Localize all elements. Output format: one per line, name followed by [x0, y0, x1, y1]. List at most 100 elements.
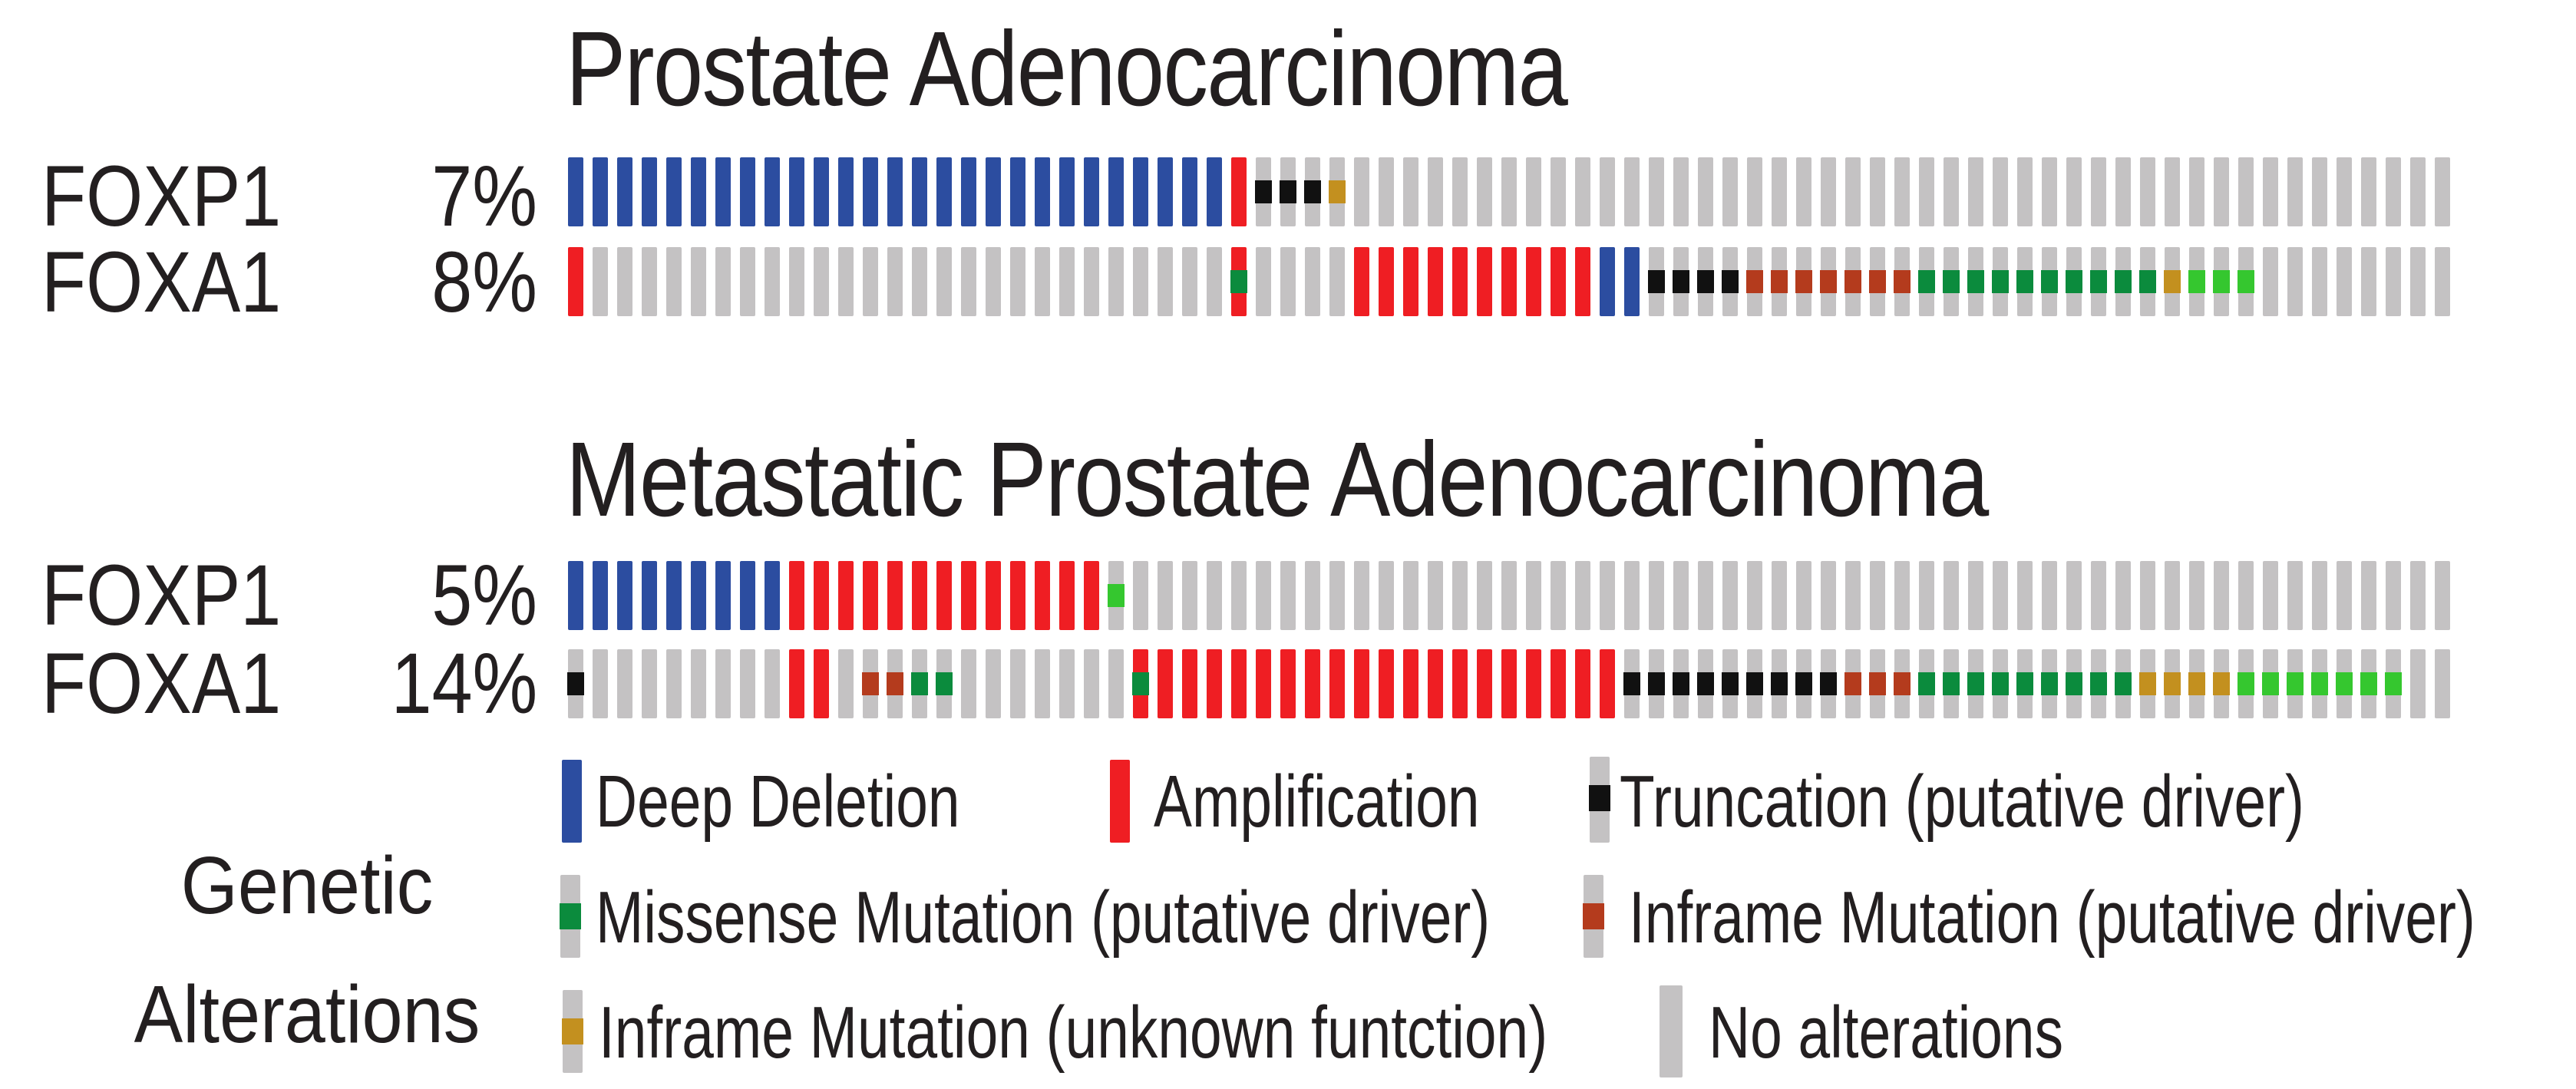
alteration-bar	[2164, 649, 2181, 718]
alteration-bar	[1501, 561, 1517, 630]
mutation-tick	[1583, 903, 1604, 929]
alteration-bar	[2287, 649, 2304, 718]
alteration-bar	[1968, 157, 1983, 226]
alteration-bar	[1084, 247, 1099, 316]
alteration-bar	[765, 649, 780, 718]
alteration-bar	[1452, 649, 1468, 718]
alteration-bar	[1329, 247, 1345, 316]
alteration-bar	[642, 649, 657, 718]
alteration-bar	[2337, 561, 2352, 630]
alteration-bar	[1035, 157, 1050, 226]
alteration-bar	[1575, 649, 1590, 718]
alteration-bar	[1943, 247, 1960, 316]
alteration-bar	[1010, 157, 1025, 226]
mutation-tick	[2066, 672, 2082, 695]
alteration-bar	[2435, 649, 2450, 718]
alteration-bar	[2337, 247, 2352, 316]
alteration-bar	[2263, 157, 2278, 226]
alteration-bar	[863, 157, 878, 226]
alteration-bar	[1772, 561, 1787, 630]
section-title-prostate: Prostate Adenocarcinoma	[566, 10, 1568, 128]
alteration-bar	[740, 157, 755, 226]
alteration-bar	[1943, 649, 1960, 718]
alteration-bar	[1844, 247, 1861, 316]
alteration-bar	[2016, 247, 2033, 316]
alteration-bar	[1428, 561, 1443, 630]
alteration-bar	[1845, 157, 1861, 226]
mutation-tick	[887, 672, 903, 695]
alteration-bar	[1182, 247, 1197, 316]
alteration-bar	[2041, 649, 2058, 718]
alteration-bar	[814, 649, 829, 718]
alteration-bar	[2188, 649, 2205, 718]
alteration-bar	[1452, 247, 1468, 316]
alteration-bar	[814, 157, 829, 226]
mutation-tick	[1255, 180, 1272, 203]
alteration-bar	[1771, 247, 1788, 316]
alteration-bar	[2410, 157, 2426, 226]
alteration-bar	[740, 649, 755, 718]
alteration-bar	[838, 561, 854, 630]
alteration-bar	[1158, 247, 1173, 316]
alteration-bar	[2189, 561, 2204, 630]
alteration-bar	[1820, 649, 1837, 718]
alteration-bar	[1624, 561, 1640, 630]
alteration-bar	[1821, 561, 1836, 630]
alteration-bar	[936, 649, 953, 718]
alteration-bar	[2360, 649, 2377, 718]
alteration-bar	[1158, 157, 1173, 226]
alteration-bar	[936, 247, 952, 316]
gene-label-foxp1-metastatic: FOXP1	[41, 547, 282, 643]
alteration-bar	[593, 561, 608, 630]
section-title-metastatic: Metastatic Prostate Adenocarcinoma	[566, 421, 1989, 539]
mutation-tick	[1943, 270, 1960, 293]
alteration-bar	[1526, 247, 1541, 316]
alteration-bar	[2090, 247, 2107, 316]
alteration-bar	[2188, 247, 2205, 316]
alteration-bar	[2312, 157, 2327, 226]
alteration-bar	[2410, 649, 2426, 718]
alteration-bar	[2066, 649, 2082, 718]
mutation-tick	[2041, 672, 2058, 695]
mutation-tick	[1918, 270, 1935, 293]
alteration-bar	[568, 561, 583, 630]
mutation-tick	[2139, 270, 2156, 293]
mutation-tick	[911, 672, 928, 695]
alteration-bar	[838, 157, 854, 226]
alteration-bar	[1870, 561, 1885, 630]
mutation-tick	[1967, 672, 1984, 695]
alteration-bar	[1256, 649, 1271, 718]
alteration-bar	[912, 561, 927, 630]
alteration-bar	[2435, 247, 2450, 316]
alteration-bar	[1722, 247, 1739, 316]
alteration-bar	[1575, 157, 1590, 226]
mutation-tick	[936, 672, 953, 695]
percent-foxp1-prostate: 7%	[431, 148, 537, 244]
alteration-bar	[2041, 247, 2058, 316]
alteration-bar	[1108, 247, 1124, 316]
mutation-tick	[560, 903, 581, 929]
alteration-bar	[1869, 649, 1886, 718]
alteration-bar	[2165, 561, 2180, 630]
mutation-tick	[1967, 270, 1984, 293]
alteration-bar	[2385, 649, 2402, 718]
alteration-bar	[2287, 561, 2303, 630]
alteration-bar	[1722, 157, 1738, 226]
alteration-bar	[1993, 561, 2008, 630]
mutation-tick	[1820, 672, 1837, 695]
alteration-bar	[1845, 561, 1861, 630]
alteration-bar	[2115, 561, 2131, 630]
alteration-bar	[1747, 561, 1762, 630]
alteration-bar	[1796, 561, 1811, 630]
alteration-bar	[1820, 247, 1837, 316]
alteration-bar	[1648, 247, 1665, 316]
alteration-bar	[1256, 247, 1271, 316]
mutation-tick	[1623, 672, 1640, 695]
percent-foxa1-metastatic: 14%	[391, 635, 537, 731]
alteration-bar	[986, 561, 1001, 630]
alteration-bar	[936, 157, 952, 226]
alteration-bar	[862, 649, 879, 718]
alteration-bar	[1551, 247, 1566, 316]
alteration-bar	[1477, 247, 1492, 316]
legend-label-no-alterations: No alterations	[1709, 992, 2064, 1074]
